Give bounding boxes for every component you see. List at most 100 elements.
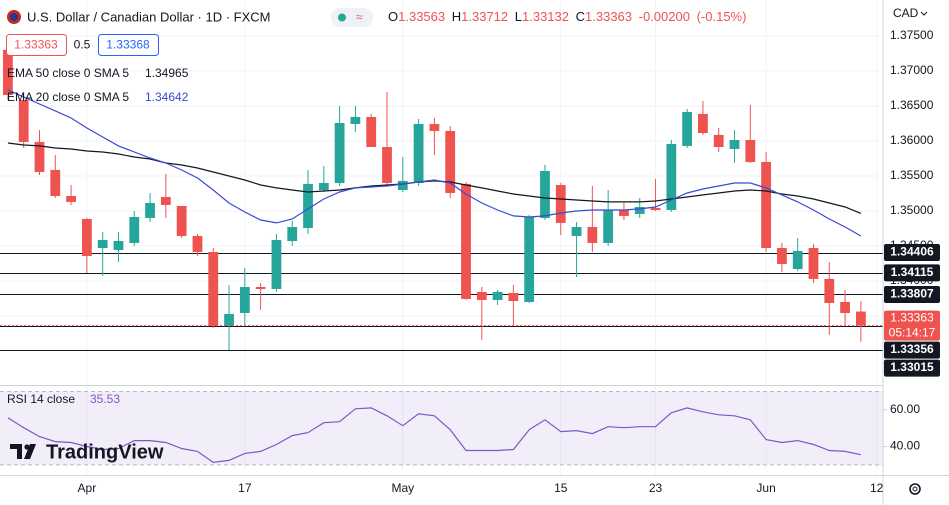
candle-body bbox=[145, 203, 155, 218]
candle-body bbox=[824, 278, 835, 303]
candle-body bbox=[287, 227, 298, 242]
rsi-tick-label: 60.00 bbox=[890, 402, 920, 416]
x-tick-label: Apr bbox=[78, 481, 97, 495]
level-label: 1.33356 bbox=[890, 342, 934, 356]
candle-body bbox=[540, 171, 550, 218]
candle-body bbox=[461, 183, 471, 299]
settings-icon bbox=[912, 486, 918, 492]
candle-body bbox=[97, 239, 108, 249]
level-label-bg bbox=[884, 341, 940, 359]
rsi-value: 35.53 bbox=[90, 392, 120, 406]
logo-icon bbox=[10, 444, 36, 459]
candle-body bbox=[160, 196, 171, 205]
candle-body bbox=[255, 287, 266, 289]
legend-value: 1.34642 bbox=[145, 90, 189, 104]
candle-body bbox=[382, 147, 392, 183]
currency-dropdown[interactable] bbox=[920, 11, 928, 16]
o-label: O bbox=[388, 9, 398, 24]
settings-icon[interactable] bbox=[909, 483, 921, 495]
candle-body bbox=[571, 227, 582, 236]
candle-body bbox=[176, 206, 187, 236]
change: -0.00200 bbox=[639, 9, 690, 24]
price-label: 1.33363 bbox=[890, 311, 934, 325]
rsi-band bbox=[0, 391, 883, 465]
legend-value: 1.34965 bbox=[145, 66, 189, 80]
candle-body bbox=[634, 206, 645, 214]
candle-body bbox=[3, 49, 13, 95]
candle-body bbox=[334, 122, 345, 183]
candle-body bbox=[397, 180, 408, 190]
candle-body bbox=[603, 210, 614, 243]
legend-entry: EMA 20 close 0 SMA 5 bbox=[7, 90, 129, 104]
level-label: 1.33015 bbox=[890, 360, 934, 374]
level-label: 1.33807 bbox=[890, 287, 934, 301]
y-tick-label: 1.35000 bbox=[890, 203, 934, 217]
sell-button[interactable] bbox=[6, 34, 67, 56]
l-value: 1.33132 bbox=[522, 9, 569, 24]
c-value: 1.33363 bbox=[585, 9, 632, 24]
buy-price: 1.33368 bbox=[106, 38, 150, 52]
candle-body bbox=[777, 248, 787, 264]
x-tick-label: Jun bbox=[756, 481, 775, 495]
ohlc-header: O1.33563 H1.33712 L1.33132 C1.33363 -0.0… bbox=[388, 9, 746, 24]
candle-body bbox=[50, 169, 61, 196]
candle-body bbox=[713, 134, 724, 147]
status-dot bbox=[338, 13, 346, 22]
candle-body bbox=[808, 248, 819, 279]
candle-body bbox=[792, 250, 803, 270]
candle-body bbox=[303, 183, 313, 228]
candle-body bbox=[555, 185, 566, 223]
candle-body bbox=[524, 217, 535, 302]
candle-body bbox=[129, 217, 140, 243]
level-label-bg bbox=[884, 244, 940, 262]
candle-body bbox=[587, 227, 598, 243]
logo-icon bbox=[24, 444, 30, 450]
candle-body bbox=[413, 123, 424, 183]
candle-body bbox=[698, 113, 708, 133]
candle-body bbox=[18, 99, 29, 142]
legend-entry: EMA 50 close 0 SMA 5 bbox=[7, 66, 129, 80]
rsi-tick-label: 40.00 bbox=[890, 439, 920, 453]
candle-body bbox=[318, 182, 329, 190]
candle-body bbox=[855, 311, 866, 326]
x-tick-label: 15 bbox=[554, 481, 568, 495]
candle-body bbox=[208, 252, 219, 326]
candle-body bbox=[113, 241, 124, 250]
x-tick-label: May bbox=[391, 481, 414, 495]
h-value: 1.33712 bbox=[461, 9, 508, 24]
spread: 0.5 bbox=[74, 38, 91, 52]
level-label: 1.34115 bbox=[891, 265, 934, 279]
candle-body bbox=[492, 291, 503, 300]
candle-body bbox=[761, 161, 772, 249]
level-label: 1.34406 bbox=[890, 245, 934, 259]
rsi-line bbox=[7, 407, 862, 464]
status-icon: ≈ bbox=[356, 10, 363, 24]
level-label-bg bbox=[884, 264, 940, 282]
candle-body bbox=[666, 143, 677, 210]
change-pct: (-0.15%) bbox=[697, 9, 747, 24]
level-label-bg bbox=[884, 285, 940, 303]
ema-line bbox=[7, 142, 862, 214]
candle-body bbox=[192, 235, 203, 252]
candle-body bbox=[476, 291, 487, 300]
candle-body bbox=[81, 218, 92, 256]
buy-button[interactable] bbox=[98, 34, 159, 56]
candle-body bbox=[729, 140, 740, 149]
candle-body bbox=[429, 123, 440, 131]
candle-body bbox=[66, 196, 76, 202]
candle-body bbox=[239, 287, 250, 313]
currency[interactable]: CAD bbox=[893, 6, 919, 20]
candle-body bbox=[366, 116, 377, 147]
symbol-title: U.S. Dollar / Canadian Dollar · 1D · FXC… bbox=[27, 9, 270, 24]
candle-body bbox=[224, 313, 234, 326]
candle-body bbox=[271, 239, 282, 289]
y-tick-label: 1.37500 bbox=[890, 28, 934, 42]
candle-body bbox=[650, 207, 661, 210]
x-tick-label: 23 bbox=[649, 481, 663, 495]
status-pill[interactable] bbox=[331, 8, 373, 27]
x-tick-label: 17 bbox=[238, 481, 252, 495]
candle-body bbox=[445, 130, 456, 193]
y-tick-label: 1.35500 bbox=[890, 168, 934, 182]
